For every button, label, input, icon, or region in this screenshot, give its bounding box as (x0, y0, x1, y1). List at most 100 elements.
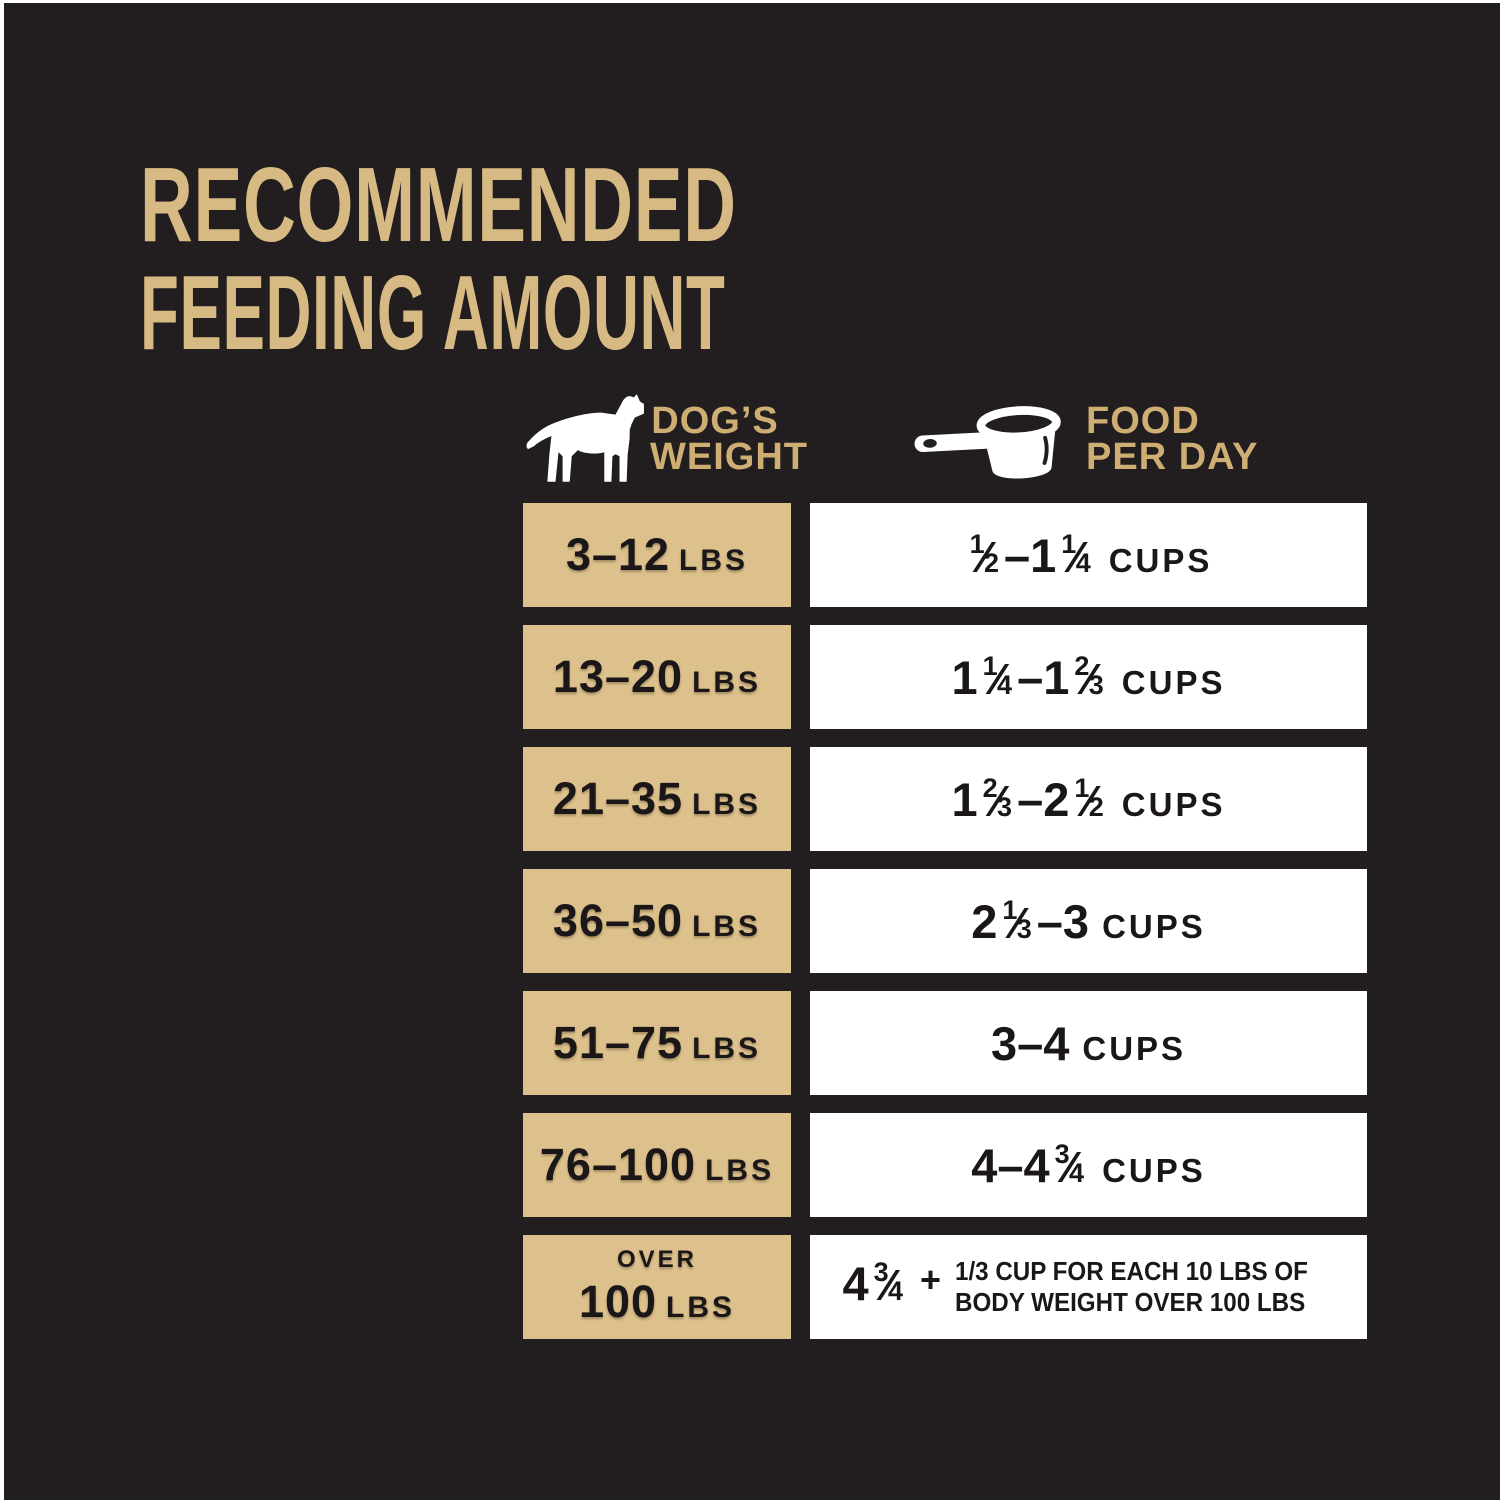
weight-cell: OVER 100 LBS (523, 1235, 791, 1339)
weight-range-value: 3–12 (565, 529, 671, 580)
amount-value: 2 1⁄3 –3 CUPS (971, 894, 1206, 949)
table-row: 21–35 LBS 1 2⁄3 –2 1⁄2 CUPS (523, 747, 1367, 851)
amount-number: –2 (1017, 772, 1070, 826)
fraction-denominator: 4 (1075, 547, 1091, 578)
amount-number: 1 (951, 772, 978, 826)
fraction-numerator: 1 (982, 650, 998, 681)
fraction-denominator: 2 (1088, 791, 1104, 822)
fraction-denominator: 2 (983, 547, 1000, 578)
amount-fraction: 1⁄3 (1002, 895, 1031, 948)
amount-value: 1⁄2 –1 1⁄4 CUPS (965, 528, 1213, 583)
weight-cell: 3–12 LBS (523, 503, 791, 607)
weight-unit: LBS (692, 666, 762, 699)
weight-range: 51–75 LBS (553, 1017, 761, 1069)
amount-unit: CUPS (1082, 1029, 1187, 1067)
weight-cell: 13–20 LBS (523, 625, 791, 729)
fraction-slash: ⁄ (1013, 898, 1021, 948)
amount-fraction: 3⁄4 (874, 1257, 903, 1310)
table-row: 51–75 LBS 3–4 CUPS (523, 991, 1367, 1095)
amount-unit: CUPS (1108, 541, 1213, 579)
table-row: OVER 100 LBS 4 3⁄4 +1/3 CUP FOR EACH 10 LBS O… (523, 1235, 1367, 1339)
amount-number: 4–4 (971, 1138, 1050, 1192)
weight-unit: LBS (692, 788, 762, 821)
amount-fraction: 1⁄2 (1074, 773, 1103, 826)
food-column-header: FOOD PER DAY (1086, 400, 1258, 476)
amount-number: –1 (1004, 528, 1057, 582)
weight-unit: LBS (692, 1032, 762, 1065)
weight-range: 3–12 LBS (566, 529, 748, 581)
column-gap (791, 625, 810, 729)
fraction-numerator: 1 (1002, 894, 1018, 925)
amount-number: 4 (842, 1256, 869, 1310)
fraction-numerator: 2 (982, 772, 998, 803)
weight-header-line1: DOG’S (651, 400, 779, 442)
amount-unit: CUPS (1102, 907, 1206, 945)
fraction-denominator: 4 (997, 669, 1013, 700)
fraction-slash: ⁄ (1072, 532, 1080, 582)
page-title-line1: RECOMMENDED (140, 146, 737, 265)
weight-range: 76–100 LBS (540, 1139, 774, 1191)
weight-range-value: 51–75 (552, 1017, 684, 1068)
measuring-cup-icon (914, 406, 1061, 479)
fraction-slash: ⁄ (1065, 1142, 1074, 1192)
fraction-denominator: 4 (1069, 1157, 1085, 1188)
column-gap (791, 747, 810, 851)
amount-cell: 3–4 CUPS (810, 991, 1367, 1095)
amount-number: 3–4 (990, 1016, 1070, 1070)
page-title: RECOMMENDED FEEDING AMOUNT (140, 151, 1116, 367)
weight-unit: LBS (692, 910, 762, 943)
weight-range: 36–50 LBS (553, 895, 761, 947)
amount-fraction: 3⁄4 (1055, 1139, 1084, 1192)
amount-cell: 1 2⁄3 –2 1⁄2 CUPS (810, 747, 1367, 851)
plus-sign: + (920, 1258, 942, 1300)
column-gap (791, 1113, 810, 1217)
fraction-numerator: 1 (1074, 772, 1090, 803)
amount-cell: 2 1⁄3 –3 CUPS (810, 869, 1367, 973)
weight-range-value: 100 (578, 1276, 658, 1327)
amount-unit: CUPS (1102, 1151, 1206, 1189)
fraction-numerator: 3 (1054, 1138, 1070, 1169)
fraction-slash: ⁄ (980, 532, 988, 582)
table-row: 36–50 LBS 2 1⁄3 –3 CUPS (523, 869, 1367, 973)
table-row: 3–12 LBS 1⁄2 –1 1⁄4 CUPS (523, 503, 1367, 607)
fraction-denominator: 3 (997, 791, 1013, 822)
amount-value: 3–4 CUPS (991, 1016, 1186, 1071)
amount-unit: CUPS (1121, 663, 1226, 701)
fraction-numerator: 1 (1061, 528, 1077, 559)
amount-fraction: 1⁄2 (970, 529, 999, 582)
weight-range-value: 36–50 (552, 895, 684, 946)
amount-unit: CUPS (1121, 785, 1226, 823)
weight-header-line2: WEIGHT (650, 436, 808, 478)
fraction-denominator: 3 (1088, 669, 1104, 700)
amount-note-line: 1/3 CUP FOR EACH 10 LBS OF (955, 1256, 1308, 1287)
amount-number: 2 (971, 894, 998, 948)
food-header-line1: FOOD (1086, 400, 1200, 442)
amount-cell: 1⁄2 –1 1⁄4 CUPS (810, 503, 1367, 607)
weight-range: 13–20 LBS (553, 651, 761, 703)
amount-number: –1 (1017, 650, 1070, 704)
amount-fraction: 1⁄4 (1061, 529, 1090, 582)
feeding-table: 3–12 LBS 1⁄2 –1 1⁄4 CUPS 13–20 LBS 1 1⁄4 –1 2⁄3 CUPS… (523, 503, 1367, 1357)
weight-unit: LBS (705, 1154, 775, 1187)
weight-range-value: 21–35 (552, 773, 684, 824)
amount-cell: 4 3⁄4 +1/3 CUP FOR EACH 10 LBS OF BODY WEIG… (810, 1235, 1367, 1339)
weight-over-label: OVER (616, 1246, 697, 1273)
amount-number: 1 (951, 650, 978, 704)
fraction-slash: ⁄ (993, 654, 1002, 704)
page-title-line2: FEEDING AMOUNT (140, 254, 726, 373)
fraction-numerator: 3 (873, 1256, 889, 1287)
fraction-denominator: 3 (1016, 913, 1032, 944)
fraction-slash: ⁄ (1085, 654, 1093, 704)
fraction-numerator: 2 (1074, 650, 1090, 681)
column-gap (791, 991, 810, 1095)
weight-range-value: 76–100 (539, 1139, 697, 1190)
amount-value: 4–4 3⁄4 CUPS (971, 1138, 1206, 1193)
amount-value: 1 1⁄4 –1 2⁄3 CUPS (952, 650, 1226, 705)
amount-number: –3 (1036, 894, 1090, 948)
table-row: 13–20 LBS 1 1⁄4 –1 2⁄3 CUPS (523, 625, 1367, 729)
column-gap (791, 503, 810, 607)
amount-note: 1/3 CUP FOR EACH 10 LBS OF BODY WEIGHT OV… (955, 1256, 1308, 1318)
table-row: 76–100 LBS 4–4 3⁄4 CUPS (523, 1113, 1367, 1217)
dog-icon (526, 394, 644, 482)
weight-unit: LBS (679, 544, 749, 577)
